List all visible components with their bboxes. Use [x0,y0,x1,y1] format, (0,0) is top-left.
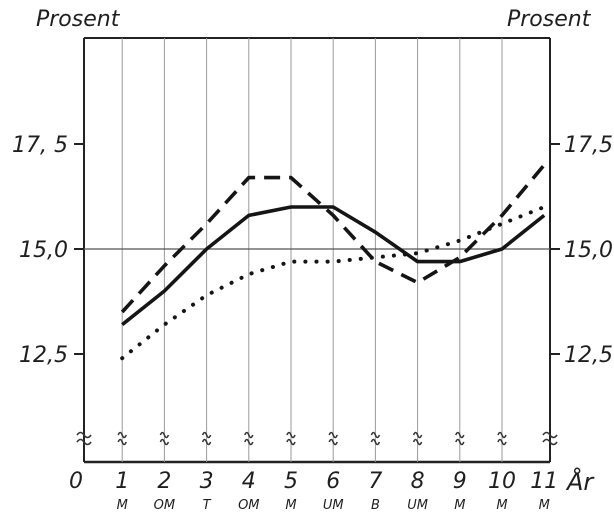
axis-break-right-icon [542,438,558,446]
x-tick-label: 4 [242,469,256,494]
series-line-dotted [120,205,547,361]
axis-break-grid-icon [497,431,507,439]
y-tick-label-right: 15,0 [564,238,613,263]
axis-break-grid-icon [455,431,465,439]
x-sublabel: M [454,498,465,513]
y-tick-label-right: 17,5 [564,133,613,158]
x-tick-label: 0 [69,469,83,494]
x-sublabel: OM [238,498,259,513]
y-axis-title-right: Prosent [507,7,592,32]
y-tick-label-right: 12,5 [564,343,613,368]
axis-break-grid-icon [370,438,381,446]
axis-break-grid-icon [244,431,254,439]
x-tick-label: 8 [411,469,425,494]
y-axis-title-left: Prosent [36,7,121,32]
axis-break-right-icon [542,431,558,439]
x-tick-label: 11 [530,469,558,494]
axis-break-grid-icon [201,438,212,446]
axis-break-grid-icon [328,431,338,439]
x-sublabel: T [203,498,212,513]
axis-break-grid-icon [370,431,381,439]
x-sublabel: M [117,498,128,513]
x-axis-title: År [565,467,595,496]
axis-break-grid-icon [117,431,127,439]
x-sublabel: OM [154,498,175,513]
x-tick-label: 3 [200,469,214,494]
x-tick-label: 5 [284,469,298,494]
x-sublabel: M [496,498,507,513]
series-line-solid [121,205,546,327]
x-tick-label: 2 [157,469,171,494]
x-tick-label: 10 [488,469,516,494]
x-tick-label: 7 [368,469,382,494]
x-sublabel: UM [407,498,428,513]
x-tick-label: 9 [453,469,467,494]
axis-break-left-icon [76,438,92,446]
axis-break-grid-icon [412,438,423,446]
x-tick-label: 1 [115,469,129,494]
axis-break-grid-icon [412,431,423,439]
series-line-dashed [120,163,546,314]
y-tick-label-left: 17, 5 [12,133,68,158]
x-tick-label: 6 [326,469,340,494]
x-sublabel: M [539,498,550,513]
x-sublabel: UM [323,498,344,513]
y-tick-label-left: 15,0 [19,238,68,263]
axis-break-grid-icon [455,438,465,446]
axis-break-left-icon [76,431,92,439]
x-sublabel: B [371,498,380,513]
axis-break-grid-icon [497,438,507,446]
axis-break-grid-icon [244,438,254,446]
axis-break-grid-icon [159,438,170,446]
axis-break-grid-icon [286,438,296,446]
axis-break-grid-icon [159,431,170,439]
x-sublabel: M [285,498,296,513]
axis-break-grid-icon [286,431,296,439]
axis-break-grid-icon [328,438,338,446]
axis-break-grid-icon [201,431,212,439]
axis-break-grid-icon [117,438,127,446]
y-tick-label-left: 12,5 [19,343,68,368]
